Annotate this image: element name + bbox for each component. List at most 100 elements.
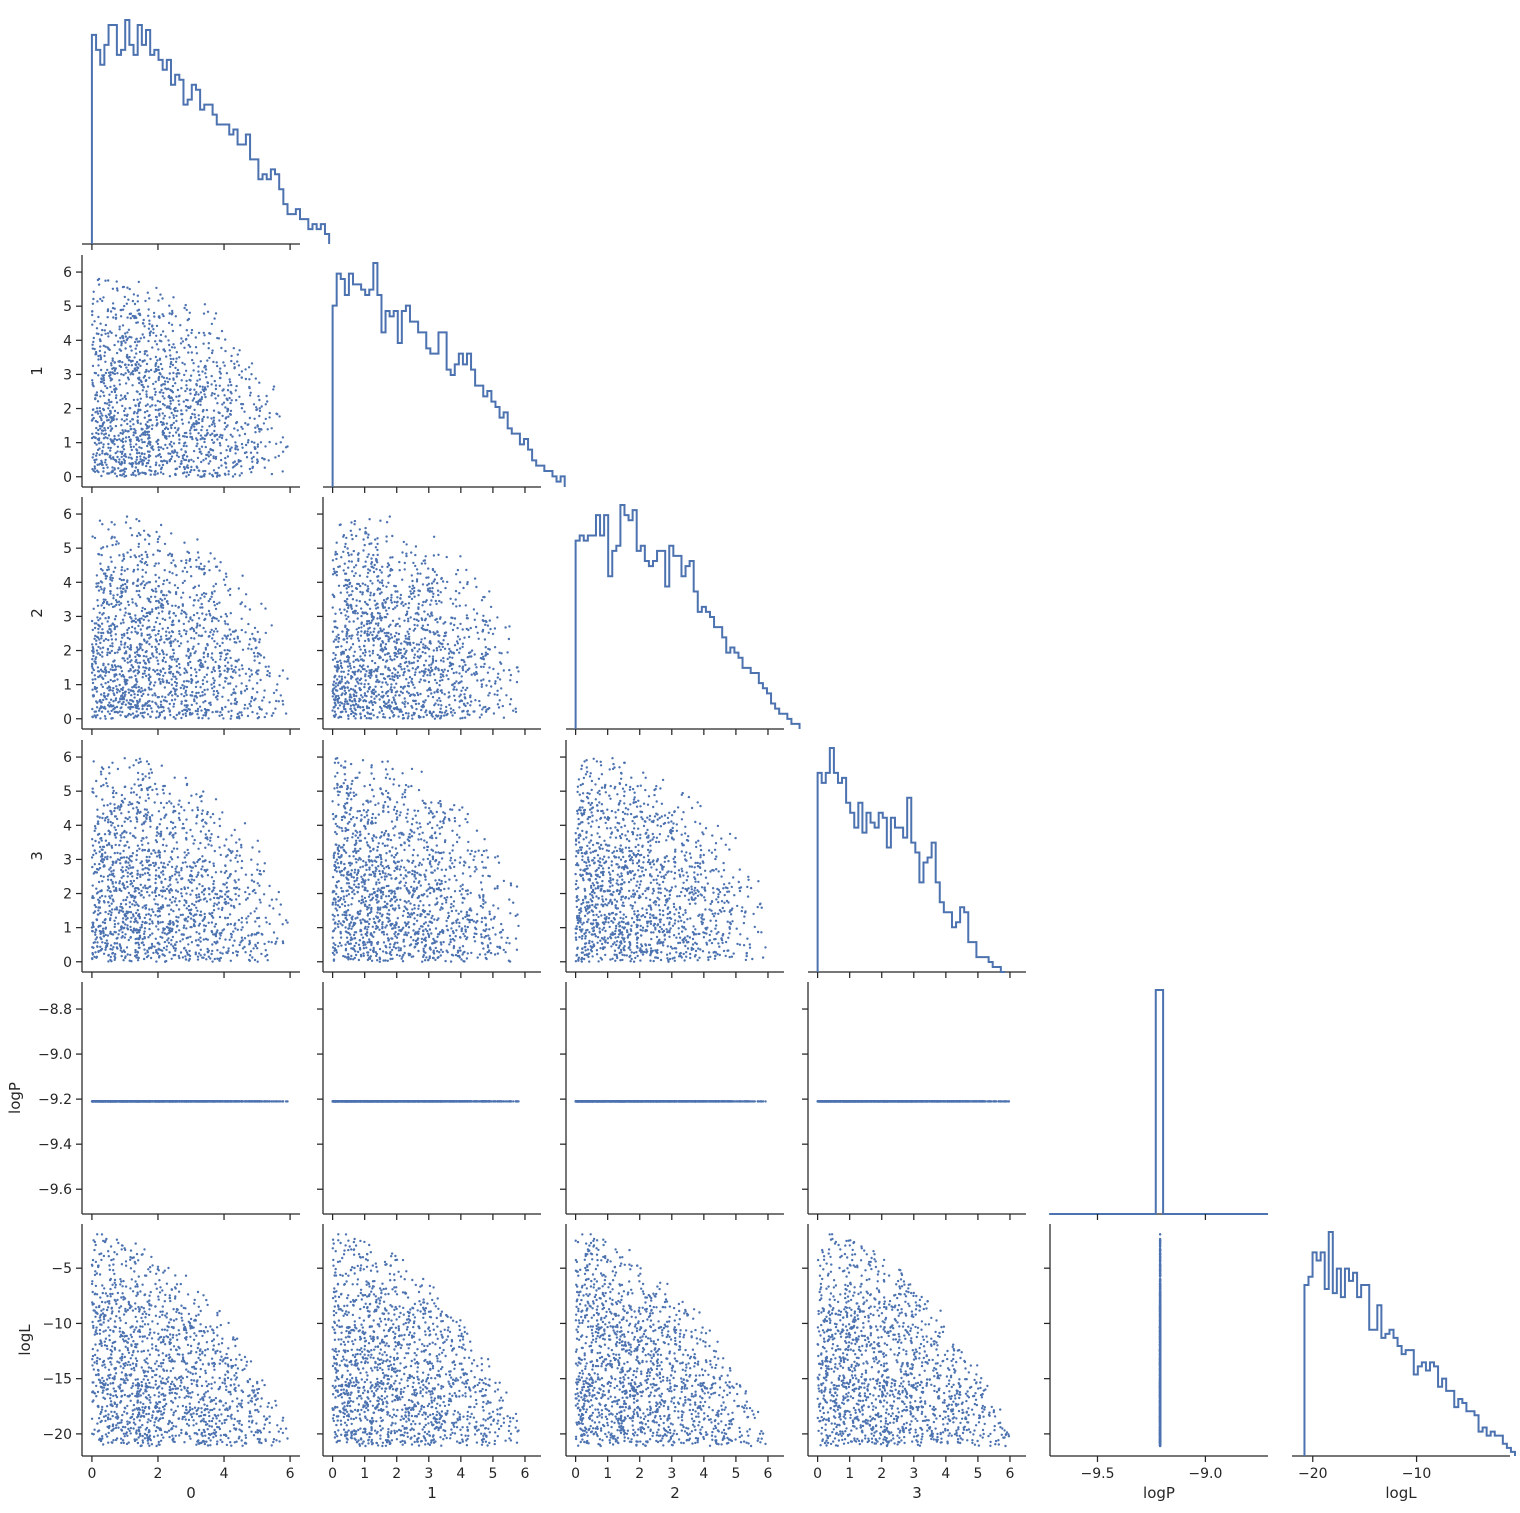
scatter-point bbox=[124, 933, 127, 936]
scatter-point bbox=[213, 685, 216, 688]
scatter-point bbox=[136, 631, 139, 634]
scatter-point bbox=[428, 587, 432, 590]
scatter-point bbox=[426, 628, 429, 632]
scatter-point bbox=[358, 645, 361, 648]
scatter-point bbox=[433, 578, 436, 581]
scatter-point bbox=[218, 601, 221, 604]
scatter-point bbox=[211, 687, 214, 690]
scatter-point bbox=[171, 384, 175, 388]
scatter-point bbox=[348, 648, 351, 651]
scatter-point bbox=[213, 679, 216, 682]
scatter-point bbox=[98, 519, 102, 522]
scatter-point bbox=[433, 704, 436, 707]
scatter-point bbox=[127, 688, 130, 691]
scatter-point bbox=[404, 712, 408, 715]
scatter-point bbox=[127, 359, 131, 362]
scatter-point bbox=[94, 710, 98, 713]
scatter-point bbox=[170, 445, 174, 448]
scatter-point bbox=[366, 630, 369, 633]
scatter-point bbox=[168, 304, 171, 307]
scatter-point bbox=[135, 677, 138, 681]
scatter-point bbox=[461, 628, 464, 631]
scatter-point bbox=[249, 391, 252, 394]
scatter-point bbox=[159, 293, 162, 296]
scatter-point bbox=[137, 408, 140, 411]
scatter-point bbox=[331, 593, 334, 596]
scatter-point bbox=[388, 515, 391, 518]
scatter-point bbox=[163, 686, 166, 689]
scatter-point bbox=[248, 675, 252, 678]
scatter-point bbox=[342, 650, 345, 654]
scatter-point bbox=[401, 701, 404, 704]
scatter-point bbox=[186, 466, 190, 469]
scatter-point bbox=[188, 949, 191, 953]
scatter-point bbox=[430, 669, 433, 673]
scatter-point bbox=[367, 553, 370, 556]
scatter-point bbox=[376, 637, 380, 640]
scatter-point bbox=[343, 676, 347, 679]
scatter-point bbox=[160, 764, 163, 767]
scatter-point bbox=[210, 383, 213, 386]
scatter-point bbox=[252, 947, 255, 950]
scatter-point bbox=[109, 688, 112, 692]
scatter-point bbox=[352, 549, 355, 553]
scatter-point bbox=[133, 696, 136, 699]
scatter-point bbox=[363, 543, 366, 547]
scatter-point bbox=[390, 686, 393, 689]
scatter-point bbox=[129, 883, 132, 886]
scatter-point bbox=[112, 692, 115, 695]
scatter-point bbox=[154, 463, 158, 467]
scatter-point bbox=[121, 618, 125, 621]
scatter-point bbox=[181, 340, 185, 343]
scatter-point bbox=[93, 536, 97, 540]
scatter-point bbox=[115, 475, 119, 478]
scatter-point bbox=[172, 559, 175, 562]
scatter-point bbox=[389, 556, 392, 559]
scatter-point bbox=[210, 595, 213, 598]
scatter-point bbox=[238, 434, 241, 437]
scatter-point bbox=[221, 708, 224, 711]
scatter-point bbox=[144, 299, 147, 303]
scatter-point bbox=[108, 701, 111, 704]
scatter-point bbox=[361, 705, 365, 709]
scatter-point bbox=[272, 691, 276, 695]
scatter-point bbox=[499, 661, 502, 664]
scatter-point bbox=[111, 416, 115, 419]
scatter-point bbox=[406, 684, 410, 687]
scatter-point bbox=[371, 633, 374, 637]
scatter-point bbox=[196, 442, 199, 445]
scatter-point bbox=[130, 349, 133, 352]
scatter-point bbox=[507, 637, 511, 641]
scatter-point bbox=[98, 349, 102, 353]
scatter-point bbox=[131, 598, 134, 601]
scatter-point bbox=[363, 668, 366, 671]
scatter-point bbox=[165, 653, 168, 656]
scatter-point bbox=[359, 590, 362, 594]
scatter-point bbox=[212, 693, 215, 696]
scatter-point bbox=[358, 574, 362, 577]
scatter-point bbox=[126, 392, 129, 395]
scatter-point bbox=[439, 699, 442, 703]
scatter-point bbox=[145, 611, 148, 615]
scatter-point bbox=[217, 901, 221, 904]
scatter-point bbox=[398, 694, 401, 697]
scatter-point bbox=[173, 460, 177, 463]
scatter-point bbox=[91, 432, 94, 435]
scatter-point bbox=[163, 954, 166, 957]
scatter-point bbox=[409, 693, 413, 696]
scatter-point bbox=[143, 352, 146, 356]
scatter-point bbox=[165, 630, 168, 633]
scatter-point bbox=[363, 692, 367, 695]
scatter-point bbox=[213, 317, 216, 320]
scatter-point bbox=[486, 671, 490, 674]
scatter-point bbox=[226, 455, 230, 458]
scatter-point bbox=[417, 702, 420, 705]
scatter-point bbox=[395, 682, 398, 685]
scatter-point bbox=[123, 634, 126, 637]
scatter-point bbox=[99, 356, 103, 359]
scatter-point bbox=[395, 690, 399, 693]
scatter-point bbox=[97, 358, 100, 361]
scatter-point bbox=[159, 420, 163, 424]
scatter-point bbox=[458, 672, 461, 675]
scatter-point bbox=[120, 424, 123, 427]
